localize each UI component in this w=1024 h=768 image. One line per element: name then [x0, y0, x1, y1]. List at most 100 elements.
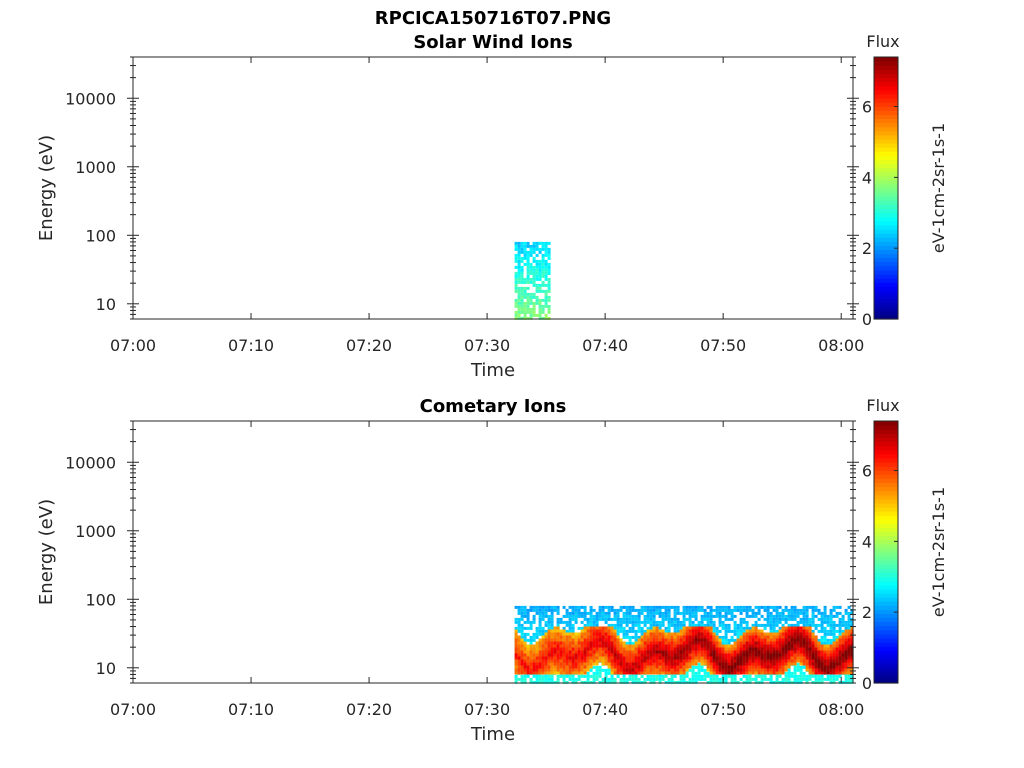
heatmap-cell — [679, 623, 683, 627]
heatmap-cell — [643, 662, 647, 666]
heatmap-cell — [529, 623, 533, 627]
heatmap-cell — [790, 674, 794, 678]
heatmap-cell — [667, 656, 671, 660]
heatmap-cell — [820, 638, 824, 642]
heatmap-cell — [706, 644, 710, 648]
colorbar-segment — [874, 147, 898, 152]
heatmap-cell — [520, 310, 524, 314]
heatmap-cell — [604, 629, 608, 633]
heatmap-cell — [802, 623, 806, 627]
heatmap-cell — [817, 656, 821, 660]
heatmap-cell — [757, 635, 761, 639]
heatmap-cell — [694, 635, 698, 639]
heatmap-cell — [577, 650, 581, 654]
heatmap-cell — [766, 662, 770, 666]
heatmap-cell — [517, 277, 521, 281]
heatmap-cell — [613, 665, 617, 669]
heatmap-cell — [544, 304, 548, 308]
heatmap-cell — [517, 313, 521, 317]
heatmap-cell — [514, 283, 518, 287]
heatmap-cell — [523, 614, 527, 618]
heatmap-cell — [541, 244, 545, 248]
heatmap-cell — [619, 650, 623, 654]
heatmap-cell — [631, 614, 635, 618]
heatmap-cell — [766, 650, 770, 654]
colorbar-segment — [874, 580, 898, 586]
heatmap-cell — [652, 617, 656, 621]
heatmap-cell — [577, 626, 581, 630]
heatmap-cell — [724, 656, 728, 660]
heatmap-cell — [784, 608, 788, 612]
heatmap-cell — [670, 605, 674, 609]
heatmap-cell — [700, 677, 704, 681]
heatmap-cell — [838, 662, 842, 666]
heatmap-cell — [823, 620, 827, 624]
heatmap-cell — [850, 641, 854, 645]
heatmap-cell — [823, 629, 827, 633]
heatmap-cell — [646, 632, 650, 636]
heatmap-cell — [841, 638, 845, 642]
heatmap-cell — [790, 641, 794, 645]
heatmap-cell — [733, 629, 737, 633]
heatmap-cell — [796, 626, 800, 630]
heatmap-cell — [769, 635, 773, 639]
heatmap-cell — [523, 301, 527, 305]
heatmap-cell — [517, 671, 521, 675]
heatmap-cell — [655, 623, 659, 627]
heatmap-cell — [658, 626, 662, 630]
heatmap-cell — [706, 620, 710, 624]
heatmap-cell — [799, 617, 803, 621]
heatmap-cell — [604, 605, 608, 609]
heatmap-cell — [772, 614, 776, 618]
heatmap-cell — [565, 647, 569, 651]
heatmap-cell — [562, 653, 566, 657]
heatmap-cell — [589, 680, 593, 684]
heatmap-cell — [721, 665, 725, 669]
heatmap-cell — [775, 629, 779, 633]
heatmap-cell — [748, 626, 752, 630]
heatmap-cell — [580, 656, 584, 660]
heatmap-cell — [568, 641, 572, 645]
heatmap-cell — [796, 647, 800, 651]
heatmap-cell — [748, 608, 752, 612]
heatmap-cell — [799, 680, 803, 684]
heatmap-cell — [631, 656, 635, 660]
colorbar-segment — [874, 163, 898, 169]
heatmap-cell — [517, 253, 521, 257]
panel-cometary: Cometary Ions 07:00 07:10 07:20 07:30 07:40 0… — [36, 396, 948, 745]
colorbar-segment — [874, 302, 898, 308]
heatmap-cell — [547, 605, 551, 609]
heatmap-cell — [736, 671, 740, 675]
heatmap-cell — [631, 674, 635, 678]
heatmap-cell — [709, 641, 713, 645]
heatmap-cell — [652, 605, 656, 609]
heatmap-cell — [688, 614, 692, 618]
heatmap-cell — [682, 638, 686, 642]
heatmap-cell — [559, 620, 563, 624]
heatmap-cell — [637, 629, 641, 633]
heatmap-cell — [685, 656, 689, 660]
heatmap-cell — [772, 605, 776, 609]
heatmap-cell — [829, 659, 833, 663]
heatmap-cell — [568, 659, 572, 663]
heatmap-cell — [814, 665, 818, 669]
heatmap-cell — [646, 635, 650, 639]
heatmap-cell — [628, 620, 632, 624]
heatmap-cell — [547, 614, 551, 618]
heatmap-cell — [523, 304, 527, 308]
heatmap-cell — [802, 629, 806, 633]
heatmap-cell — [544, 668, 548, 672]
heatmap-cell — [598, 656, 602, 660]
heatmap-cell — [550, 668, 554, 672]
heatmap-cell — [832, 671, 836, 675]
heatmap-cell — [700, 608, 704, 612]
heatmap-cell — [694, 671, 698, 675]
heatmap-cell — [538, 614, 542, 618]
heatmap-cell — [589, 659, 593, 663]
heatmap-cell — [751, 629, 755, 633]
heatmap-cell — [697, 677, 701, 681]
heatmap-cell — [712, 668, 716, 672]
heatmap-cell — [514, 674, 518, 678]
heatmap-cell — [592, 644, 596, 648]
heatmap-cell — [685, 629, 689, 633]
